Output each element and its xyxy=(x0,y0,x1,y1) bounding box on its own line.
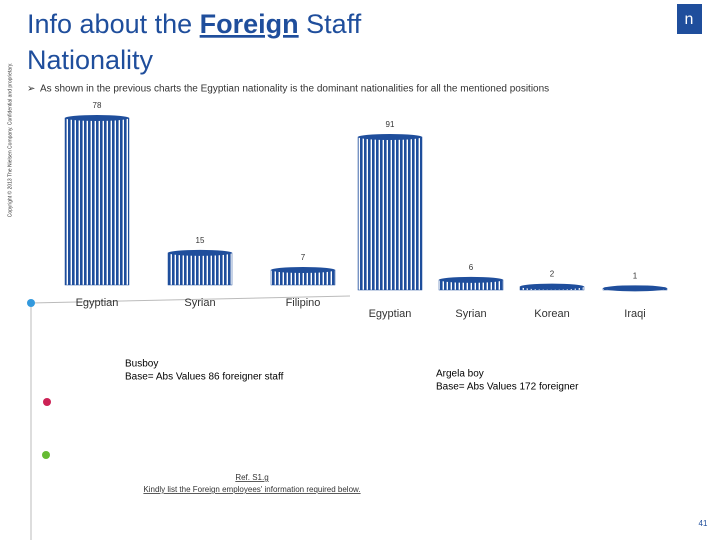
caption: Base= Abs Values 172 foreigner xyxy=(436,382,579,393)
title-line2: Nationality xyxy=(27,45,154,75)
footnote-ref: Ref. S1.g xyxy=(235,473,268,482)
x-tick-label: Korean xyxy=(534,308,569,320)
bar xyxy=(64,117,130,286)
page-number: 41 xyxy=(699,519,708,528)
deco-dot xyxy=(27,299,35,307)
caption: Argela boy xyxy=(436,369,484,380)
caption: Base= Abs Values 86 foreigner staff xyxy=(125,372,284,383)
bar-cap xyxy=(439,276,503,283)
side-note: Copyright © 2013 The Nielsen Company. Co… xyxy=(6,63,13,218)
bar-cap xyxy=(168,249,232,256)
value-label: 2 xyxy=(550,270,555,279)
title: Info about the Foreign Staff xyxy=(27,9,362,39)
deco-line xyxy=(30,295,351,304)
bullet: As shown in the previous charts the Egyp… xyxy=(40,84,549,95)
value-label: 6 xyxy=(469,263,474,272)
value-label: 78 xyxy=(93,101,102,110)
title-part: Info about the xyxy=(27,9,192,39)
logo xyxy=(677,4,702,34)
bar-cap xyxy=(520,283,584,290)
bar xyxy=(167,252,233,286)
caption: Busboy xyxy=(125,359,158,370)
footnote-text: Kindly list the Foreign employees' infor… xyxy=(143,485,360,494)
title-emphasis: Foreign xyxy=(200,9,299,39)
x-tick-label: Syrian xyxy=(455,308,486,320)
value-label: 1 xyxy=(633,271,638,280)
bar-cap xyxy=(603,285,667,292)
x-tick-label: Egyptian xyxy=(76,297,119,309)
x-tick-label: Syrian xyxy=(184,297,215,309)
deco-dot xyxy=(42,451,50,459)
x-tick-label: Filipino xyxy=(286,297,321,309)
x-tick-label: Egyptian xyxy=(369,308,412,320)
value-label: 91 xyxy=(386,120,395,129)
deco-dot xyxy=(43,398,51,406)
bar-cap xyxy=(65,115,129,121)
x-tick-label: Iraqi xyxy=(624,308,645,320)
bar-cap xyxy=(271,267,335,274)
bullet-marker: ➢ xyxy=(27,84,35,95)
logo-letter: n xyxy=(685,11,694,28)
value-label: 7 xyxy=(301,253,306,262)
title-part: Staff xyxy=(306,9,362,39)
value-label: 15 xyxy=(196,236,205,245)
bar-cap xyxy=(358,134,422,140)
bar xyxy=(357,136,423,291)
